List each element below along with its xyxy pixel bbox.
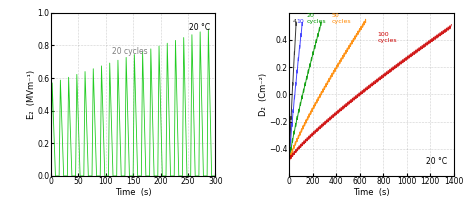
Text: 4: 4 — [293, 19, 297, 24]
Text: 10: 10 — [296, 19, 304, 24]
Text: 20 °C: 20 °C — [189, 22, 210, 32]
Y-axis label: E₂  (MVm⁻¹): E₂ (MVm⁻¹) — [27, 70, 36, 119]
Text: 20
cycles: 20 cycles — [307, 13, 326, 24]
X-axis label: Time  (s): Time (s) — [353, 188, 390, 197]
Text: 20 °C: 20 °C — [426, 157, 447, 166]
X-axis label: Time  (s): Time (s) — [115, 188, 151, 197]
Text: 20 cycles: 20 cycles — [112, 47, 148, 56]
Text: 50
cycles: 50 cycles — [332, 13, 351, 24]
Text: 100
cycles: 100 cycles — [377, 32, 397, 43]
Y-axis label: D₂  (Cm⁻²): D₂ (Cm⁻²) — [259, 73, 268, 116]
